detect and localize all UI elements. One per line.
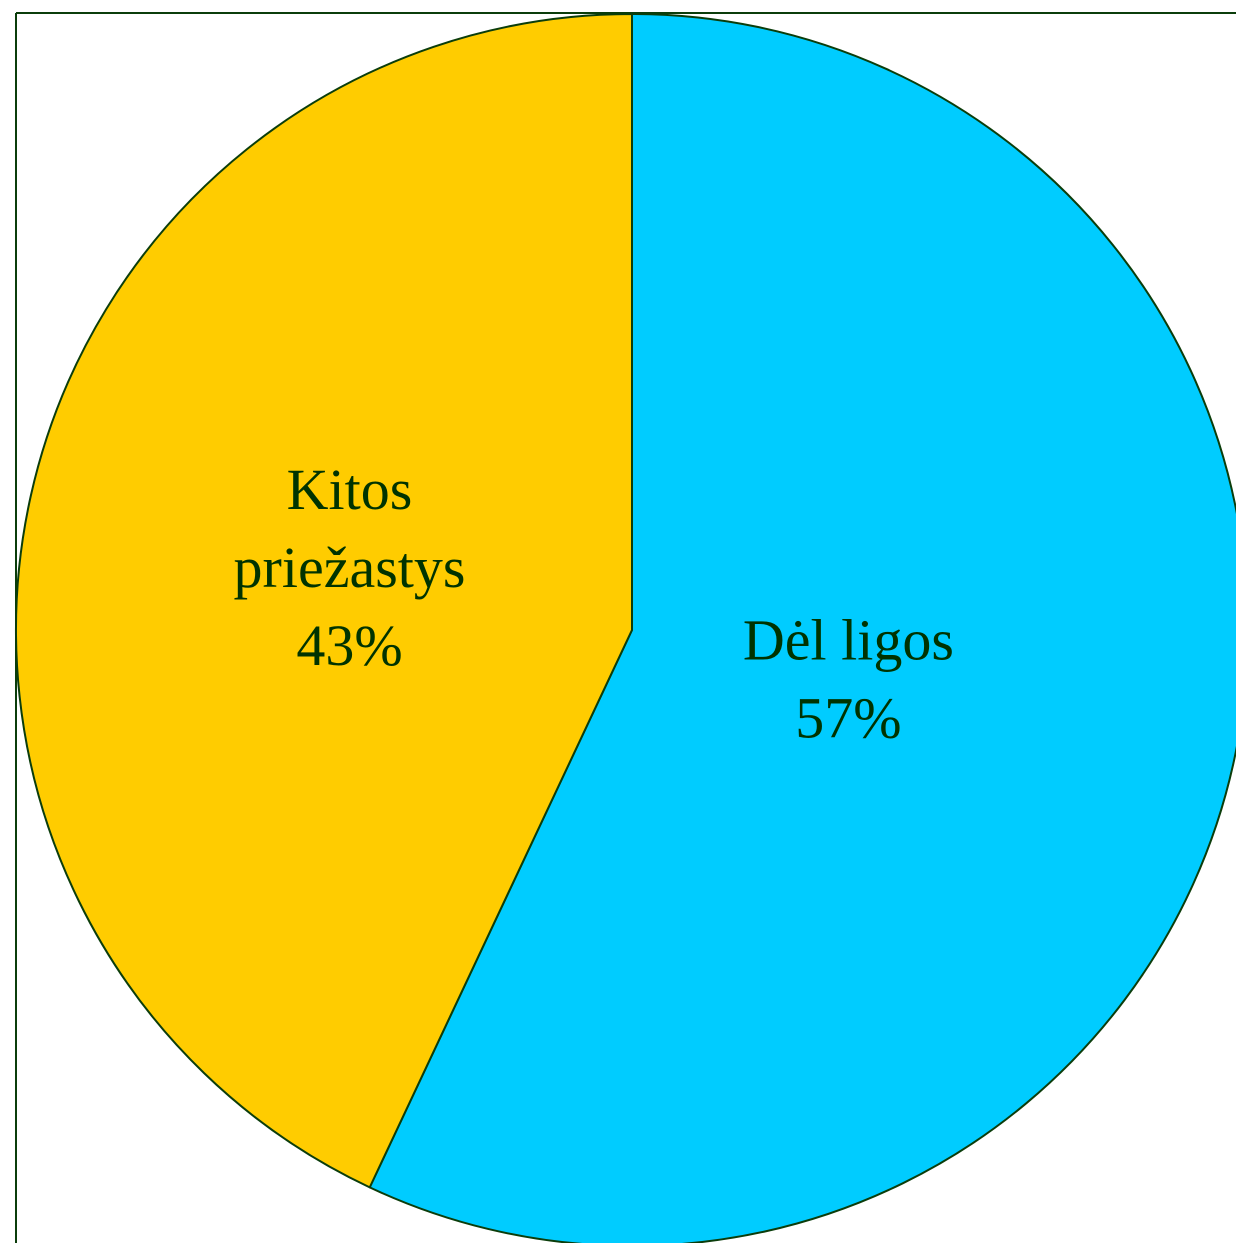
pie-slice-label-line-1-0: Kitos: [287, 457, 413, 522]
pie-slice-label-line-1-1: priežastys: [234, 535, 466, 600]
pie-slice-0: [368, 13, 1236, 1243]
pie-slice-value-1: 43%: [296, 613, 402, 678]
pie-slices: [15, 13, 1236, 1243]
pie-labels: Dėl ligos 57% Kitos priežastys 43%: [234, 457, 954, 751]
pie-slice-label-line-0-0: Dėl ligos: [743, 607, 954, 672]
pie-slice-1: [15, 13, 633, 1189]
pie-slice-value-0: 57%: [795, 685, 901, 750]
pie-slice-label-1: Kitos priežastys 43%: [234, 457, 466, 678]
pie-slice-label-0: Dėl ligos 57%: [743, 607, 954, 750]
